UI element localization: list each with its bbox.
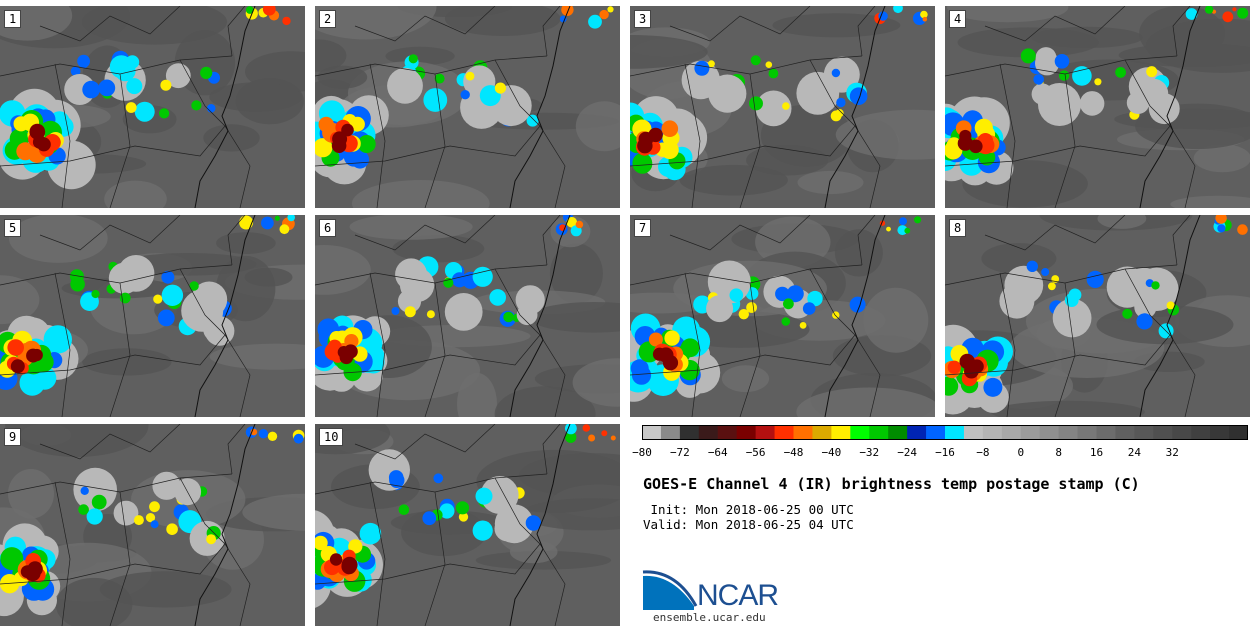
satellite-image xyxy=(315,215,620,417)
colorbar-tick-label: 32 xyxy=(1165,446,1179,459)
satellite-image xyxy=(0,424,305,626)
colorbar-tick-label: −32 xyxy=(859,446,880,459)
colorbar-tick-label: 24 xyxy=(1127,446,1141,459)
panel-8: 8 xyxy=(945,215,1250,417)
panel-5: 5 xyxy=(0,215,305,417)
satellite-image xyxy=(630,215,935,417)
panel-9: 9 xyxy=(0,424,305,626)
colorbar-swatch xyxy=(717,425,738,440)
colorbar-swatch xyxy=(1001,425,1022,440)
colorbar-swatch xyxy=(945,425,965,440)
colorbar-tick-label: −40 xyxy=(821,446,842,459)
colorbar-swatch xyxy=(642,425,662,440)
colorbar-tick-label: −72 xyxy=(669,446,690,459)
panel-number: 1 xyxy=(4,10,22,28)
satellite-image xyxy=(630,6,935,208)
colorbar-swatch xyxy=(774,425,795,440)
colorbar-tick-label: −64 xyxy=(707,446,728,459)
logo-text: NCAR xyxy=(697,579,779,612)
colorbar-swatch xyxy=(1020,425,1041,440)
satellite-image xyxy=(315,6,620,208)
colorbar-swatch xyxy=(926,425,946,440)
colorbar-swatch xyxy=(963,425,984,440)
colorbar-tick-label: 8 xyxy=(1055,446,1062,459)
ncar-logo-icon xyxy=(642,570,698,610)
colorbar-swatch xyxy=(755,425,776,440)
colorbar-swatch xyxy=(660,425,681,440)
site-url: ensemble.ucar.edu xyxy=(653,611,766,624)
panel-number: 2 xyxy=(319,10,337,28)
colorbar-tick-label: −16 xyxy=(935,446,955,459)
colorbar-tick-label: −8 xyxy=(976,446,990,459)
panel-number: 10 xyxy=(319,428,344,446)
colorbar-ticks: −80 −72 −64 −56 −48 −40 −32 −24 −16 −8 0 8 16 24 32 xyxy=(632,440,1248,460)
colorbar-swatch xyxy=(1153,425,1173,440)
panel-1: 1 xyxy=(0,6,305,208)
panel-3: 3 xyxy=(630,6,935,208)
satellite-image xyxy=(0,215,305,417)
panel-number: 7 xyxy=(634,219,652,237)
colorbar-tick-label: −80 xyxy=(632,446,652,459)
colorbar-swatch xyxy=(679,425,700,440)
colorbar-swatch xyxy=(850,425,870,440)
colorbar-swatch xyxy=(1172,425,1192,440)
colorbar-tick-label: 0 xyxy=(1017,446,1025,459)
colorbar-swatch xyxy=(1134,425,1154,440)
colorbar-swatch xyxy=(1210,425,1230,440)
colorbar-swatch xyxy=(1077,425,1098,440)
colorbar-swatch xyxy=(888,425,908,440)
satellite-image xyxy=(0,6,305,208)
colorbar-swatch xyxy=(869,425,889,440)
valid-time: Valid: Mon 2018-06-25 04 UTC xyxy=(643,517,854,532)
colorbar xyxy=(642,425,1248,440)
colorbar-swatch xyxy=(907,425,927,440)
colorbar-tick-label: −56 xyxy=(745,446,766,459)
colorbar-tick-label: −48 xyxy=(783,446,804,459)
colorbar-swatch xyxy=(982,425,1003,440)
init-time: Init: Mon 2018-06-25 00 UTC xyxy=(643,502,854,517)
panel-number: 5 xyxy=(4,219,22,237)
colorbar-frame xyxy=(642,425,1248,440)
panel-2: 2 xyxy=(315,6,620,208)
colorbar-swatch xyxy=(1229,425,1248,440)
panel-6: 6 xyxy=(315,215,620,417)
panel-number: 3 xyxy=(634,10,652,28)
colorbar-swatch xyxy=(736,425,757,440)
colorbar-swatch xyxy=(793,425,814,440)
panel-10: 10 xyxy=(315,424,620,626)
panel-number: 4 xyxy=(949,10,967,28)
colorbar-swatch xyxy=(812,425,832,440)
satellite-image xyxy=(315,424,620,626)
colorbar-swatch xyxy=(1096,425,1117,440)
colorbar-tick-label: 16 xyxy=(1089,446,1104,459)
satellite-image xyxy=(945,6,1250,208)
panel-number: 8 xyxy=(949,219,967,237)
figure-title: GOES-E Channel 4 (IR) brightness temp po… xyxy=(643,475,1140,493)
colorbar-tick-label: −24 xyxy=(897,446,918,459)
colorbar-swatch xyxy=(698,425,719,440)
colorbar-swatch xyxy=(831,425,851,440)
colorbar-swatch xyxy=(1191,425,1211,440)
colorbar-swatch xyxy=(1039,425,1060,440)
panel-4: 4 xyxy=(945,6,1250,208)
panel-number: 6 xyxy=(319,219,337,237)
colorbar-swatch xyxy=(1058,425,1079,440)
colorbar-swatch xyxy=(1115,425,1135,440)
panel-7: 7 xyxy=(630,215,935,417)
satellite-image xyxy=(945,215,1250,417)
panel-number: 9 xyxy=(4,428,22,446)
